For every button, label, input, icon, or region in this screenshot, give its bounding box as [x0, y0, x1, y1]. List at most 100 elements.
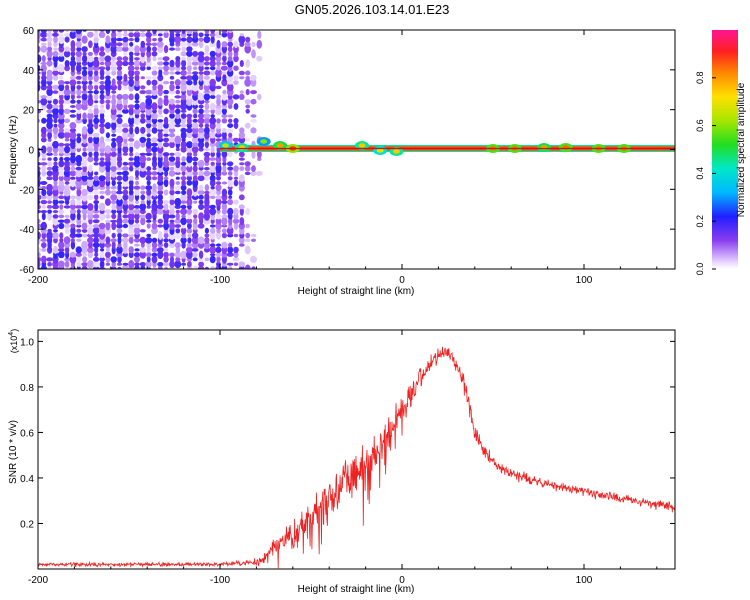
spectrogram-cell — [123, 241, 128, 250]
spectrogram-cell — [100, 104, 105, 109]
spectrogram-cell — [58, 145, 65, 154]
spectrogram-cell — [110, 190, 117, 195]
spectrogram-cell — [169, 98, 175, 105]
spectrogram-cell — [46, 79, 53, 86]
spectrogram-cell — [94, 104, 99, 109]
spectrogram-cell — [197, 54, 205, 63]
spectrogram-cell — [41, 117, 47, 124]
spectrogram-cell — [169, 199, 175, 206]
spectrogram-cell — [105, 75, 111, 81]
spectrogram-cell — [140, 217, 146, 226]
spectrogram-cell — [64, 60, 70, 67]
spectrogram-cell — [133, 223, 141, 229]
spectrogram-cell — [92, 44, 100, 54]
spectrogram-cell — [221, 103, 228, 110]
spectrogram-cell — [52, 32, 59, 37]
spectrogram-cell — [221, 71, 228, 75]
spectrogram-cell — [76, 85, 82, 90]
spectrogram-cell — [215, 68, 222, 78]
spectrogram-cell — [139, 90, 147, 95]
spectrogram-cell — [41, 165, 47, 173]
spectrogram-cell — [69, 114, 77, 118]
spectrogram-cell — [197, 131, 205, 139]
spectrogram-cell — [129, 146, 134, 153]
spectrogram-cell — [133, 205, 141, 209]
spectrogram-cell — [221, 216, 228, 226]
spectrogram-cell — [122, 166, 129, 171]
spectrogram-cell — [233, 118, 239, 124]
spectrogram-cell — [164, 247, 169, 253]
spectrogram-cell — [105, 256, 111, 263]
spectrogram-cell — [216, 39, 221, 49]
spectrogram-cell — [59, 103, 64, 110]
spectrogram-cell — [87, 176, 94, 180]
spectrogram-cell — [245, 138, 250, 142]
spectrogram-cell — [58, 175, 64, 181]
spectrogram-cell — [158, 141, 163, 149]
spectrogram-cell — [192, 126, 199, 135]
spectrogram-cell — [134, 218, 140, 224]
spectrogram-cell — [75, 50, 82, 58]
spectrogram-cell — [239, 127, 245, 134]
spectrogram-cell — [198, 199, 204, 205]
spectrogram-cell — [216, 151, 221, 158]
spectrogram-cell — [59, 170, 64, 177]
spectrogram-cell — [110, 165, 117, 172]
spectrogram-cell — [181, 57, 186, 61]
spectrogram-cell — [175, 212, 180, 221]
spectrogram-cell — [41, 212, 46, 221]
spectrogram-cell — [180, 250, 188, 259]
spectrogram-cell — [163, 31, 169, 38]
spectrogram-cell — [76, 133, 82, 137]
spectrogram-cell — [63, 152, 71, 157]
spectrogram-cell — [81, 240, 88, 250]
spectrogram-cell — [146, 127, 151, 134]
spectrogram-cell — [65, 245, 70, 255]
spectrogram-cell — [64, 138, 70, 142]
spectrogram-cell — [233, 251, 239, 259]
spectrogram-cell — [87, 74, 93, 81]
spectrogram-cell — [46, 116, 53, 125]
spectrogram-cell — [110, 56, 117, 61]
spectrogram-cell — [140, 242, 145, 248]
spectrogram-cell — [169, 81, 175, 85]
spectrogram-cell — [121, 237, 129, 243]
spectrogram-cell — [146, 45, 152, 53]
spectrogram-cell — [46, 74, 53, 82]
spectrogram-cell — [75, 166, 83, 171]
spectrogram-cell — [58, 247, 65, 252]
spectrogram-cell — [128, 226, 135, 235]
spectrogram-cell — [198, 250, 204, 259]
spectrogram-cell — [52, 65, 59, 71]
spectrogram-cell — [215, 217, 222, 225]
spectrogram-cell — [222, 55, 227, 63]
spectrogram-cell — [63, 236, 71, 245]
spectrogram-cell — [169, 71, 175, 75]
y-tick-label: 40 — [23, 66, 35, 77]
spectrogram-cell — [122, 262, 129, 266]
spectrogram-cell — [186, 42, 193, 47]
spectrogram-cell — [239, 243, 245, 247]
spectrogram-cell — [238, 261, 246, 268]
spectrogram-cell — [186, 141, 193, 149]
spectrogram-cell — [40, 97, 48, 106]
spectrogram-cell — [151, 112, 158, 120]
spectrogram-cell — [76, 46, 82, 52]
spectrogram-cell — [169, 203, 175, 210]
spectrogram-cell — [209, 231, 216, 240]
spectrogram-cell — [257, 93, 262, 101]
spectrogram-cell — [210, 35, 215, 44]
spectrogram-cell — [233, 199, 239, 205]
spectrogram-cell — [52, 126, 59, 135]
spectrogram-cell — [186, 213, 192, 220]
spectrogram-cell — [122, 223, 129, 229]
spectrogram-cell — [81, 142, 88, 148]
spectrogram-cell — [40, 95, 47, 99]
spectrogram-cell — [145, 60, 152, 67]
spectrogram-cell — [251, 41, 256, 47]
spectrogram-cell — [46, 88, 53, 96]
spectrogram-cell — [233, 233, 239, 238]
spectrogram-cell — [104, 145, 112, 154]
spectrogram-cell — [151, 117, 158, 125]
spectrogram-cell — [250, 98, 257, 105]
